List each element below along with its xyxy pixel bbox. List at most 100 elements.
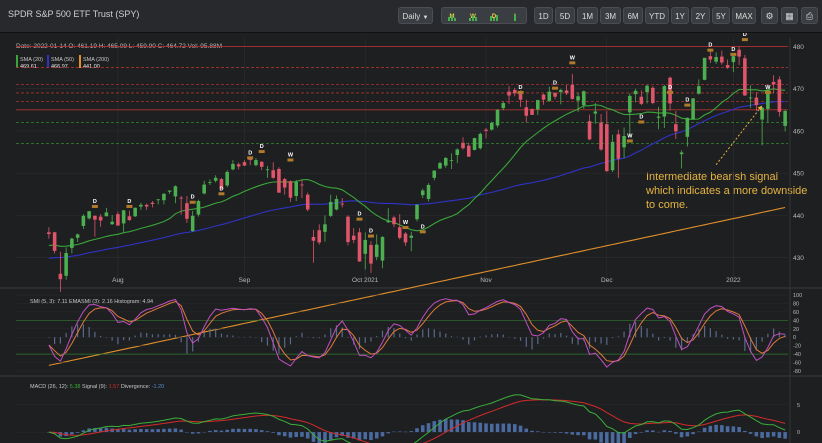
signal-marker-label: D bbox=[519, 85, 523, 91]
candle-body bbox=[697, 86, 701, 94]
smi-histogram-bar bbox=[606, 337, 608, 345]
candle bbox=[771, 75, 776, 94]
stock-chart[interactable]: Date: 2022-01-14 O: 461.19 H: 465.09 L: … bbox=[0, 33, 822, 443]
settings-button[interactable]: ⚙ bbox=[761, 7, 778, 24]
candle-body bbox=[231, 163, 235, 170]
candle bbox=[288, 180, 293, 202]
macd-divergence-bar bbox=[720, 425, 724, 433]
candle bbox=[466, 142, 471, 157]
interval-label: Daily bbox=[402, 12, 421, 21]
candle-body bbox=[397, 227, 402, 238]
candle bbox=[478, 132, 483, 150]
signal-marker: D bbox=[517, 85, 524, 94]
smi-histogram-bar bbox=[433, 329, 435, 338]
sma200-legend-value: 441.00 bbox=[83, 64, 100, 70]
range-5d-button[interactable]: 5D bbox=[555, 7, 575, 24]
macd-divergence-bar bbox=[380, 432, 385, 437]
signal-marker-tag bbox=[91, 204, 98, 208]
signal-marker-label: W bbox=[765, 85, 771, 91]
smi-histogram-bar bbox=[192, 337, 194, 352]
smi-histogram-bar bbox=[525, 337, 527, 347]
interval-dropdown[interactable]: Daily ▼ bbox=[398, 7, 433, 24]
signal-marker: D bbox=[247, 150, 254, 160]
smi-histogram-bar bbox=[387, 326, 389, 338]
print-button[interactable]: ⎙ bbox=[801, 7, 818, 24]
range-1m-button[interactable]: 1M bbox=[577, 7, 598, 24]
range-max-button[interactable]: MAX bbox=[732, 7, 756, 24]
signal-marker: W bbox=[764, 85, 771, 94]
candle-body bbox=[702, 57, 707, 80]
candle-body bbox=[196, 201, 201, 215]
smi-histogram-bar bbox=[727, 337, 729, 339]
candle bbox=[748, 85, 753, 109]
mini-chart-intraday[interactable]: I bbox=[509, 10, 521, 21]
smi-histogram-bar bbox=[703, 325, 706, 338]
mini-chart-daily[interactable]: D bbox=[488, 10, 500, 21]
signal-marker: D bbox=[707, 43, 714, 52]
signal-marker: D bbox=[684, 98, 691, 107]
x-tick-label: Aug bbox=[112, 277, 124, 284]
candle bbox=[231, 160, 235, 171]
macd-divergence-bar bbox=[737, 426, 741, 433]
macd-divergence-bar bbox=[144, 429, 149, 433]
candle-body bbox=[254, 160, 258, 166]
range-3m-button[interactable]: 3M bbox=[600, 7, 621, 24]
candle bbox=[208, 179, 212, 185]
candle-body bbox=[466, 145, 471, 157]
candle bbox=[340, 198, 345, 208]
signal-marker-tag bbox=[730, 52, 737, 56]
smi-histogram-bar bbox=[358, 337, 361, 349]
macd-divergence-bar bbox=[679, 432, 684, 438]
macd-divergence-bar bbox=[605, 432, 609, 443]
candle bbox=[662, 84, 667, 128]
candle-body bbox=[242, 162, 247, 166]
smi-histogram-bar bbox=[347, 337, 349, 338]
sma50-legend-name: SMA (50) bbox=[51, 57, 74, 63]
smi-histogram-bar bbox=[439, 331, 441, 338]
candle bbox=[121, 209, 126, 232]
candle bbox=[156, 198, 160, 205]
candle-body bbox=[271, 170, 275, 178]
signal-marker-label: D bbox=[731, 47, 735, 53]
candle-body bbox=[150, 202, 155, 205]
candle bbox=[133, 207, 137, 218]
smi-histogram-bar bbox=[611, 337, 614, 339]
range-ytd-button[interactable]: YTD bbox=[645, 7, 669, 24]
candle-body bbox=[489, 122, 494, 130]
candle-body bbox=[369, 244, 373, 264]
signal-marker-tag bbox=[189, 200, 196, 204]
candle bbox=[702, 57, 707, 81]
candle-body bbox=[380, 236, 385, 261]
macd-divergence-bar bbox=[300, 432, 304, 437]
smi-histogram-bar bbox=[318, 337, 320, 339]
macd-divergence-bar bbox=[121, 428, 126, 433]
macd-divergence-bar bbox=[760, 432, 764, 439]
mini-chart-monthly[interactable]: M bbox=[446, 10, 458, 21]
smi-histogram-bar bbox=[151, 334, 154, 338]
smi-histogram-bar bbox=[560, 332, 562, 338]
candle-body bbox=[277, 168, 281, 193]
candle-body bbox=[708, 56, 713, 60]
smi-tick-label: -40 bbox=[793, 352, 801, 358]
smi-histogram-bar bbox=[669, 337, 671, 341]
mini-chart-weekly[interactable]: W bbox=[467, 10, 479, 21]
signal-marker-tag bbox=[764, 90, 771, 94]
macd-divergence-bar bbox=[662, 430, 667, 433]
candle bbox=[455, 148, 460, 164]
smi-histogram-bar bbox=[399, 333, 401, 338]
candle bbox=[75, 233, 80, 243]
range-6m-button[interactable]: 6M bbox=[623, 7, 643, 24]
range-2y-button[interactable]: 2Y bbox=[691, 7, 710, 24]
macd-divergence-bar bbox=[708, 425, 713, 433]
calculator-button[interactable]: ▦ bbox=[781, 7, 798, 24]
y-tick-label: 450 bbox=[793, 171, 804, 178]
range-5y-button[interactable]: 5Y bbox=[712, 7, 730, 24]
range-1y-button[interactable]: 1Y bbox=[671, 7, 689, 24]
candle bbox=[242, 160, 247, 166]
candle-body bbox=[564, 90, 569, 94]
macd-divergence-bar bbox=[81, 430, 86, 433]
candle bbox=[328, 194, 333, 218]
range-1d-button[interactable]: 1D bbox=[534, 7, 553, 24]
candle bbox=[512, 87, 517, 97]
macd-divergence-value: -1.20 bbox=[152, 384, 165, 390]
